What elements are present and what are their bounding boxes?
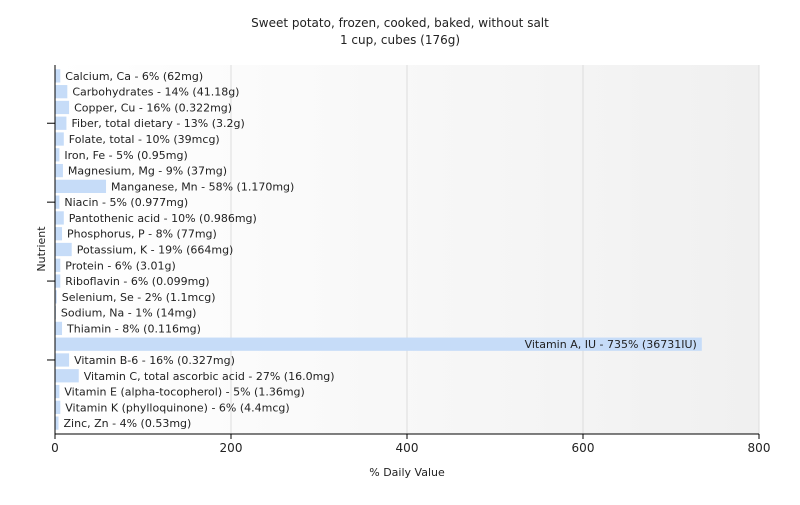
bar-label: Vitamin K (phylloquinone) - 6% (4.4mcg): [65, 401, 289, 414]
y-axis-label: Nutrient: [35, 226, 48, 272]
bar-label: Vitamin B-6 - 16% (0.327mg): [74, 354, 235, 367]
bar-label: Zinc, Zn - 4% (0.53mg): [64, 417, 192, 430]
bar-label: Folate, total - 10% (39mcg): [69, 133, 220, 146]
bar-label: Protein - 6% (3.01g): [65, 259, 176, 272]
x-tick-group: 0 200 400 600 800: [51, 434, 770, 455]
bar-label: Calcium, Ca - 6% (62mg): [65, 70, 203, 83]
bar: [55, 290, 57, 304]
bar: [55, 369, 79, 383]
bar-label: Potassium, K - 19% (664mg): [77, 244, 234, 257]
x-tick-label: 600: [572, 441, 595, 455]
bar-label: Thiamin - 8% (0.116mg): [66, 322, 201, 335]
chart-title: Sweet potato, frozen, cooked, baked, wit…: [251, 16, 549, 30]
bar: [55, 100, 70, 115]
bar-label: Iron, Fe - 5% (0.95mg): [64, 149, 187, 162]
bar: [55, 227, 63, 241]
bar: [55, 321, 63, 336]
bar-group: [55, 69, 702, 430]
chart-subtitle: 1 cup, cubes (176g): [340, 33, 460, 47]
bar-label: Niacin - 5% (0.977mg): [64, 196, 188, 209]
x-axis-label: % Daily Value: [369, 466, 445, 479]
bar: [55, 148, 60, 162]
bar: [55, 179, 107, 193]
x-tick-label: 400: [396, 441, 419, 455]
bar-label: Vitamin E (alpha-tocopherol) - 5% (1.36m…: [64, 386, 304, 399]
bar: [55, 258, 61, 272]
bar-label: Vitamin C, total ascorbic acid - 27% (16…: [84, 370, 335, 383]
bar-label: Carbohydrates - 14% (41.18g): [72, 86, 239, 99]
bar: [55, 211, 64, 225]
bar-label: Manganese, Mn - 58% (1.170mg): [111, 180, 294, 193]
bar: [55, 242, 72, 257]
bar-label: Copper, Cu - 16% (0.322mg): [74, 101, 232, 114]
bar: [55, 416, 59, 430]
bar-label: Vitamin A, IU - 735% (36731IU): [525, 338, 697, 351]
bar-label: Pantothenic acid - 10% (0.986mg): [69, 212, 257, 225]
bar: [55, 274, 61, 288]
bar-label: Fiber, total dietary - 13% (3.2g): [71, 117, 244, 130]
bar: [55, 116, 67, 130]
x-tick-label: 200: [220, 441, 243, 455]
bar: [55, 195, 60, 209]
bar-label: Phosphorus, P - 8% (77mg): [67, 228, 217, 241]
bar: [55, 69, 61, 83]
y-tick-group: [47, 122, 55, 361]
bar: [55, 132, 64, 146]
bar-label: Riboflavin - 6% (0.099mg): [65, 275, 209, 288]
bar: [55, 400, 61, 414]
bar-label: Magnesium, Mg - 9% (37mg): [68, 165, 227, 178]
grid-lines: [230, 65, 760, 434]
bar: [55, 384, 60, 399]
bar: [55, 353, 70, 367]
bar: [55, 85, 68, 99]
x-tick-label: 800: [748, 441, 771, 455]
x-tick-label: 0: [51, 441, 59, 455]
bar: [55, 337, 702, 351]
bar: [55, 163, 63, 178]
bar-label: Sodium, Na - 1% (14mg): [61, 307, 197, 320]
bar-label: Selenium, Se - 2% (1.1mcg): [62, 291, 216, 304]
data-label-group: Calcium, Ca - 6% (62mg) Carbohydrates - 1…: [61, 70, 697, 430]
